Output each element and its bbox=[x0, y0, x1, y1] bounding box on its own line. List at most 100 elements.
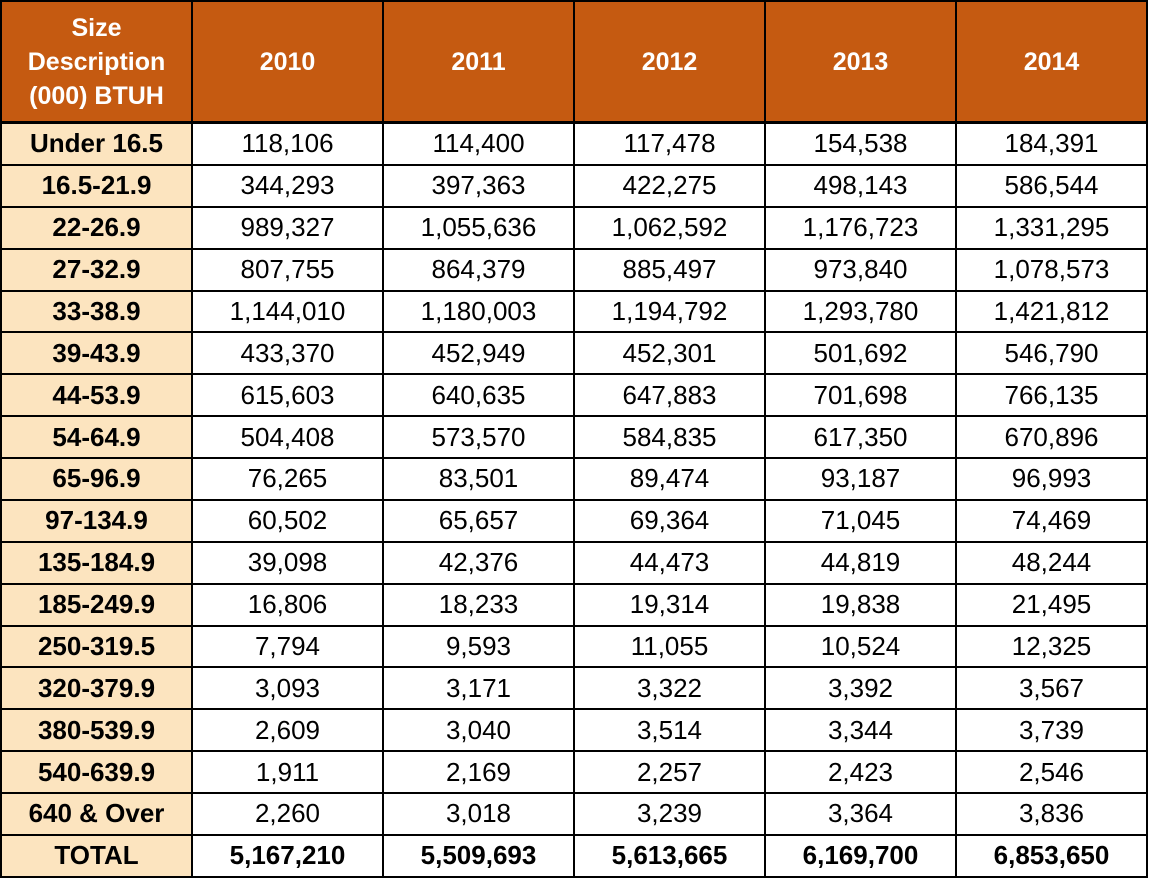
value-cell: 83,501 bbox=[382, 457, 575, 501]
size-range-label: 185-249.9 bbox=[0, 582, 193, 627]
size-range-label: 380-539.9 bbox=[0, 708, 193, 753]
value-cell: 3,739 bbox=[955, 708, 1148, 753]
size-range-label: 54-64.9 bbox=[0, 415, 193, 460]
value-cell: 647,883 bbox=[573, 373, 766, 418]
table-row: Under 16.5 118,106 114,400 117,478 154,538 18… bbox=[0, 121, 1148, 166]
value-cell: 397,363 bbox=[382, 163, 575, 208]
table-row: 33-38.9 1,144,010 1,180,003 1,194,792 1,293,… bbox=[0, 289, 1148, 334]
value-cell: 114,400 bbox=[382, 121, 575, 166]
value-cell: 584,835 bbox=[573, 415, 766, 460]
table-row: 27-32.9 807,755 864,379 885,497 973,840 1,078… bbox=[0, 247, 1148, 292]
table-row: 135-184.9 39,098 42,376 44,473 44,819 48,244 bbox=[0, 540, 1148, 585]
value-cell: 701,698 bbox=[764, 373, 957, 418]
value-cell: 1,293,780 bbox=[764, 289, 957, 334]
value-cell: 864,379 bbox=[382, 247, 575, 292]
table-row: 250-319.5 7,794 9,593 11,055 10,524 12,325 bbox=[0, 624, 1148, 669]
table-row: 39-43.9 433,370 452,949 452,301 501,692 546,7… bbox=[0, 331, 1148, 376]
value-cell: 546,790 bbox=[955, 331, 1148, 376]
table-row: 97-134.9 60,502 65,657 69,364 71,045 74,469 bbox=[0, 498, 1148, 543]
value-cell: 498,143 bbox=[764, 163, 957, 208]
value-cell: 89,474 bbox=[573, 457, 766, 501]
value-cell: 1,194,792 bbox=[573, 289, 766, 334]
table-row: 640 & Over 2,260 3,018 3,239 3,364 3,836 bbox=[0, 792, 1148, 836]
value-cell: 184,391 bbox=[955, 121, 1148, 166]
value-cell: 71,045 bbox=[764, 498, 957, 543]
size-range-label: Under 16.5 bbox=[0, 121, 193, 166]
value-cell: 1,331,295 bbox=[955, 205, 1148, 250]
value-cell: 3,322 bbox=[573, 666, 766, 711]
size-description-header: Size Description (000) BTUH bbox=[0, 0, 193, 124]
value-cell: 422,275 bbox=[573, 163, 766, 208]
header-row: Size Description (000) BTUH 2010 2011 20… bbox=[0, 0, 1148, 124]
value-cell: 7,794 bbox=[191, 624, 384, 669]
value-cell: 18,233 bbox=[382, 582, 575, 627]
year-header-2014: 2014 bbox=[955, 0, 1148, 124]
value-cell: 1,421,812 bbox=[955, 289, 1148, 334]
size-range-label: 640 & Over bbox=[0, 792, 193, 836]
value-cell: 3,567 bbox=[955, 666, 1148, 711]
value-cell: 3,364 bbox=[764, 792, 957, 836]
value-cell: 2,257 bbox=[573, 750, 766, 795]
value-cell: 885,497 bbox=[573, 247, 766, 292]
total-value-cell: 5,613,665 bbox=[573, 833, 766, 879]
value-cell: 39,098 bbox=[191, 540, 384, 585]
table-row: 22-26.9 989,327 1,055,636 1,062,592 1,176,72… bbox=[0, 205, 1148, 250]
value-cell: 2,169 bbox=[382, 750, 575, 795]
table-row: 44-53.9 615,603 640,635 647,883 701,698 766,1… bbox=[0, 373, 1148, 418]
value-cell: 93,187 bbox=[764, 457, 957, 501]
value-cell: 44,819 bbox=[764, 540, 957, 585]
value-cell: 504,408 bbox=[191, 415, 384, 460]
value-cell: 433,370 bbox=[191, 331, 384, 376]
value-cell: 60,502 bbox=[191, 498, 384, 543]
value-cell: 344,293 bbox=[191, 163, 384, 208]
value-cell: 2,609 bbox=[191, 708, 384, 753]
value-cell: 65,657 bbox=[382, 498, 575, 543]
total-value-cell: 5,167,210 bbox=[191, 833, 384, 879]
value-cell: 69,364 bbox=[573, 498, 766, 543]
value-cell: 117,478 bbox=[573, 121, 766, 166]
total-value-cell: 5,509,693 bbox=[382, 833, 575, 879]
value-cell: 989,327 bbox=[191, 205, 384, 250]
value-cell: 807,755 bbox=[191, 247, 384, 292]
value-cell: 19,314 bbox=[573, 582, 766, 627]
table-row: 540-639.9 1,911 2,169 2,257 2,423 2,546 bbox=[0, 750, 1148, 795]
value-cell: 452,301 bbox=[573, 331, 766, 376]
value-cell: 19,838 bbox=[764, 582, 957, 627]
total-value-cell: 6,169,700 bbox=[764, 833, 957, 879]
value-cell: 640,635 bbox=[382, 373, 575, 418]
value-cell: 3,392 bbox=[764, 666, 957, 711]
value-cell: 11,055 bbox=[573, 624, 766, 669]
table-row: 16.5-21.9 344,293 397,363 422,275 498,143 586… bbox=[0, 163, 1148, 208]
table-row: 65-96.9 76,265 83,501 89,474 93,187 96,993 bbox=[0, 457, 1148, 501]
value-cell: 617,350 bbox=[764, 415, 957, 460]
value-cell: 973,840 bbox=[764, 247, 957, 292]
value-cell: 3,514 bbox=[573, 708, 766, 753]
table-row: 185-249.9 16,806 18,233 19,314 19,838 21,495 bbox=[0, 582, 1148, 627]
value-cell: 615,603 bbox=[191, 373, 384, 418]
value-cell: 154,538 bbox=[764, 121, 957, 166]
value-cell: 16,806 bbox=[191, 582, 384, 627]
value-cell: 74,469 bbox=[955, 498, 1148, 543]
value-cell: 1,062,592 bbox=[573, 205, 766, 250]
value-cell: 1,055,636 bbox=[382, 205, 575, 250]
value-cell: 586,544 bbox=[955, 163, 1148, 208]
value-cell: 2,546 bbox=[955, 750, 1148, 795]
table-row: 320-379.9 3,093 3,171 3,322 3,392 3,567 bbox=[0, 666, 1148, 711]
value-cell: 2,423 bbox=[764, 750, 957, 795]
value-cell: 501,692 bbox=[764, 331, 957, 376]
total-label: TOTAL bbox=[0, 833, 193, 879]
value-cell: 96,993 bbox=[955, 457, 1148, 501]
value-cell: 573,570 bbox=[382, 415, 575, 460]
value-cell: 42,376 bbox=[382, 540, 575, 585]
table-row: 380-539.9 2,609 3,040 3,514 3,344 3,739 bbox=[0, 708, 1148, 753]
size-range-label: 22-26.9 bbox=[0, 205, 193, 250]
size-range-label: 97-134.9 bbox=[0, 498, 193, 543]
size-range-label: 16.5-21.9 bbox=[0, 163, 193, 208]
value-cell: 670,896 bbox=[955, 415, 1148, 460]
size-header-line: Description bbox=[27, 47, 166, 76]
table-body: Under 16.5 118,106 114,400 117,478 154,538 18… bbox=[0, 121, 1148, 879]
table-row: 54-64.9 504,408 573,570 584,835 617,350 670,8… bbox=[0, 415, 1148, 460]
value-cell: 21,495 bbox=[955, 582, 1148, 627]
value-cell: 44,473 bbox=[573, 540, 766, 585]
